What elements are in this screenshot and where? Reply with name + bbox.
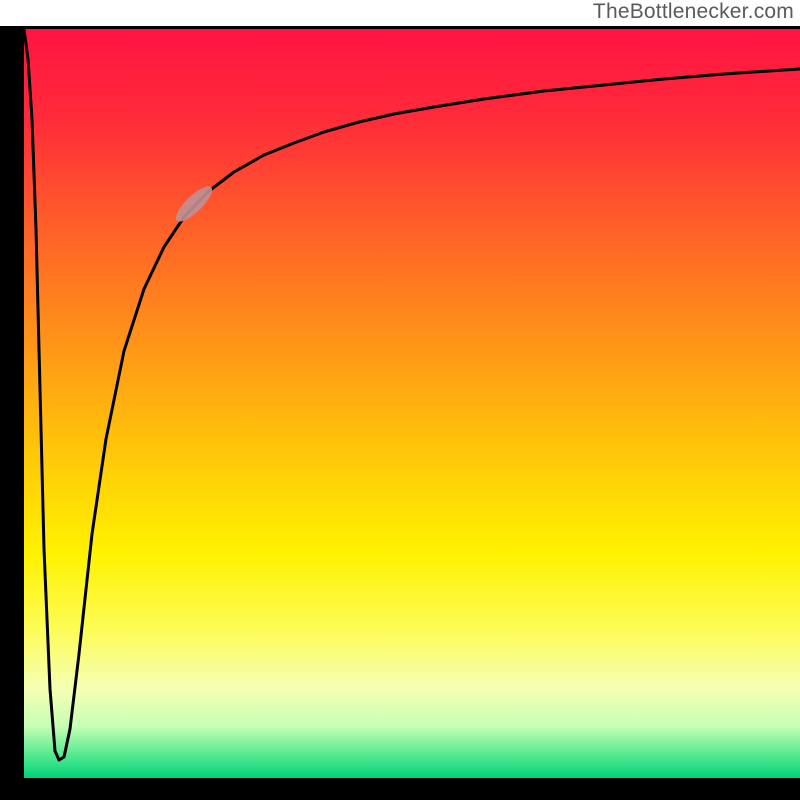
curve-layer <box>24 29 800 778</box>
plot-area <box>24 29 800 778</box>
chart-container: TheBottlenecker.com <box>0 0 800 800</box>
bottleneck-curve <box>24 29 800 760</box>
frame-bottom <box>0 778 800 800</box>
plot-frame <box>0 26 800 800</box>
frame-left <box>0 26 24 800</box>
highlight-marker <box>171 182 217 227</box>
attribution-label: TheBottlenecker.com <box>593 0 794 24</box>
